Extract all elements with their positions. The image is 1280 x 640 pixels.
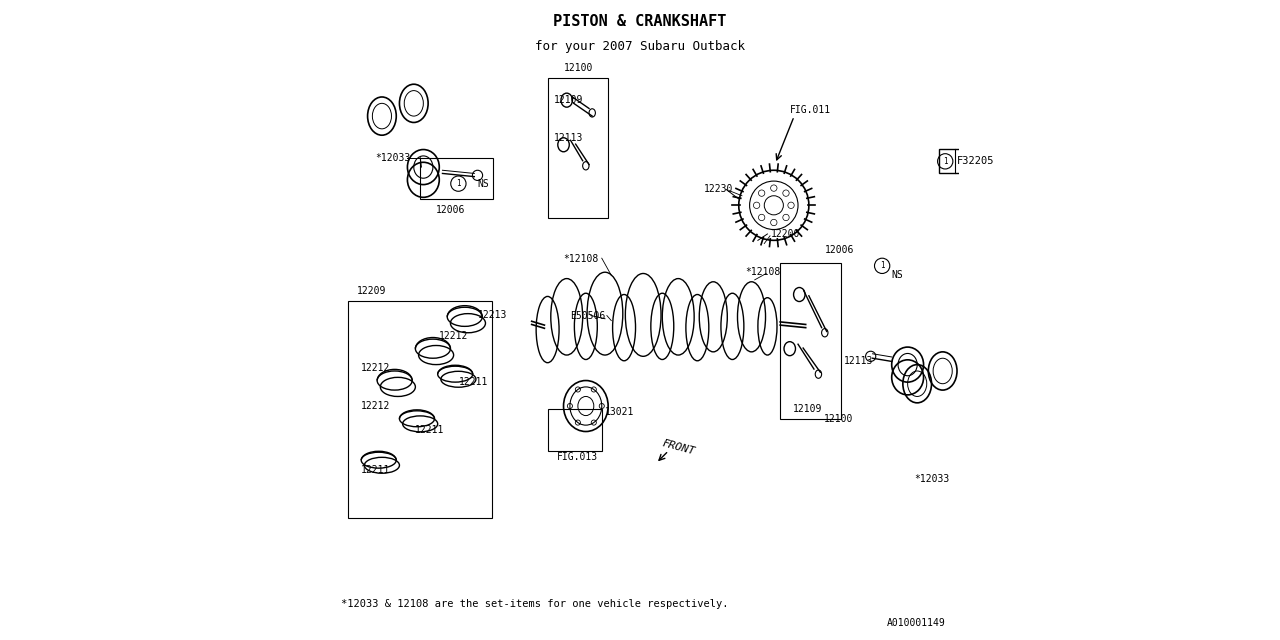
Text: *12033 & 12108 are the set-items for one vehicle respectively.: *12033 & 12108 are the set-items for one… (340, 598, 728, 609)
Text: 12212: 12212 (439, 331, 468, 341)
Bar (548, 409, 602, 451)
Text: PISTON & CRANKSHAFT: PISTON & CRANKSHAFT (553, 14, 727, 29)
Text: 12113: 12113 (554, 133, 584, 143)
Text: 12211: 12211 (415, 424, 444, 435)
Bar (420, 157, 493, 199)
Text: 12006: 12006 (436, 205, 466, 216)
Text: for your 2007 Subaru Outback: for your 2007 Subaru Outback (535, 40, 745, 52)
Text: 1: 1 (943, 157, 947, 166)
Text: 12109: 12109 (792, 404, 822, 414)
Bar (940, 149, 1016, 173)
Text: *12108: *12108 (563, 255, 599, 264)
Text: 12213: 12213 (477, 310, 507, 320)
Text: FIG.013: FIG.013 (557, 452, 598, 462)
Bar (781, 262, 841, 419)
Text: 1: 1 (879, 261, 884, 270)
Text: 12100: 12100 (563, 63, 593, 74)
Text: 13021: 13021 (605, 408, 635, 417)
Text: 12209: 12209 (356, 286, 385, 296)
Text: *12033: *12033 (914, 474, 950, 484)
Text: 12211: 12211 (458, 378, 488, 387)
Text: 12109: 12109 (554, 95, 584, 105)
Text: FIG.011: FIG.011 (790, 105, 831, 115)
Text: 12212: 12212 (361, 364, 390, 373)
Text: 12230: 12230 (704, 184, 733, 195)
Text: NS: NS (477, 179, 489, 189)
Text: *12108: *12108 (745, 268, 781, 277)
Text: 12200: 12200 (771, 229, 800, 239)
Text: NS: NS (892, 270, 904, 280)
Bar (348, 301, 492, 518)
Text: F32205: F32205 (956, 156, 995, 166)
Text: 12113: 12113 (844, 356, 873, 367)
Text: 12212: 12212 (361, 401, 390, 411)
Text: E50506: E50506 (570, 310, 605, 321)
Text: 12211: 12211 (361, 465, 390, 475)
Text: FRONT: FRONT (660, 438, 696, 457)
Bar (548, 78, 608, 218)
Text: 12006: 12006 (824, 245, 854, 255)
Text: *12033: *12033 (375, 152, 411, 163)
Text: A010001149: A010001149 (887, 618, 946, 628)
Text: 12100: 12100 (823, 414, 852, 424)
Text: 1: 1 (456, 179, 461, 188)
